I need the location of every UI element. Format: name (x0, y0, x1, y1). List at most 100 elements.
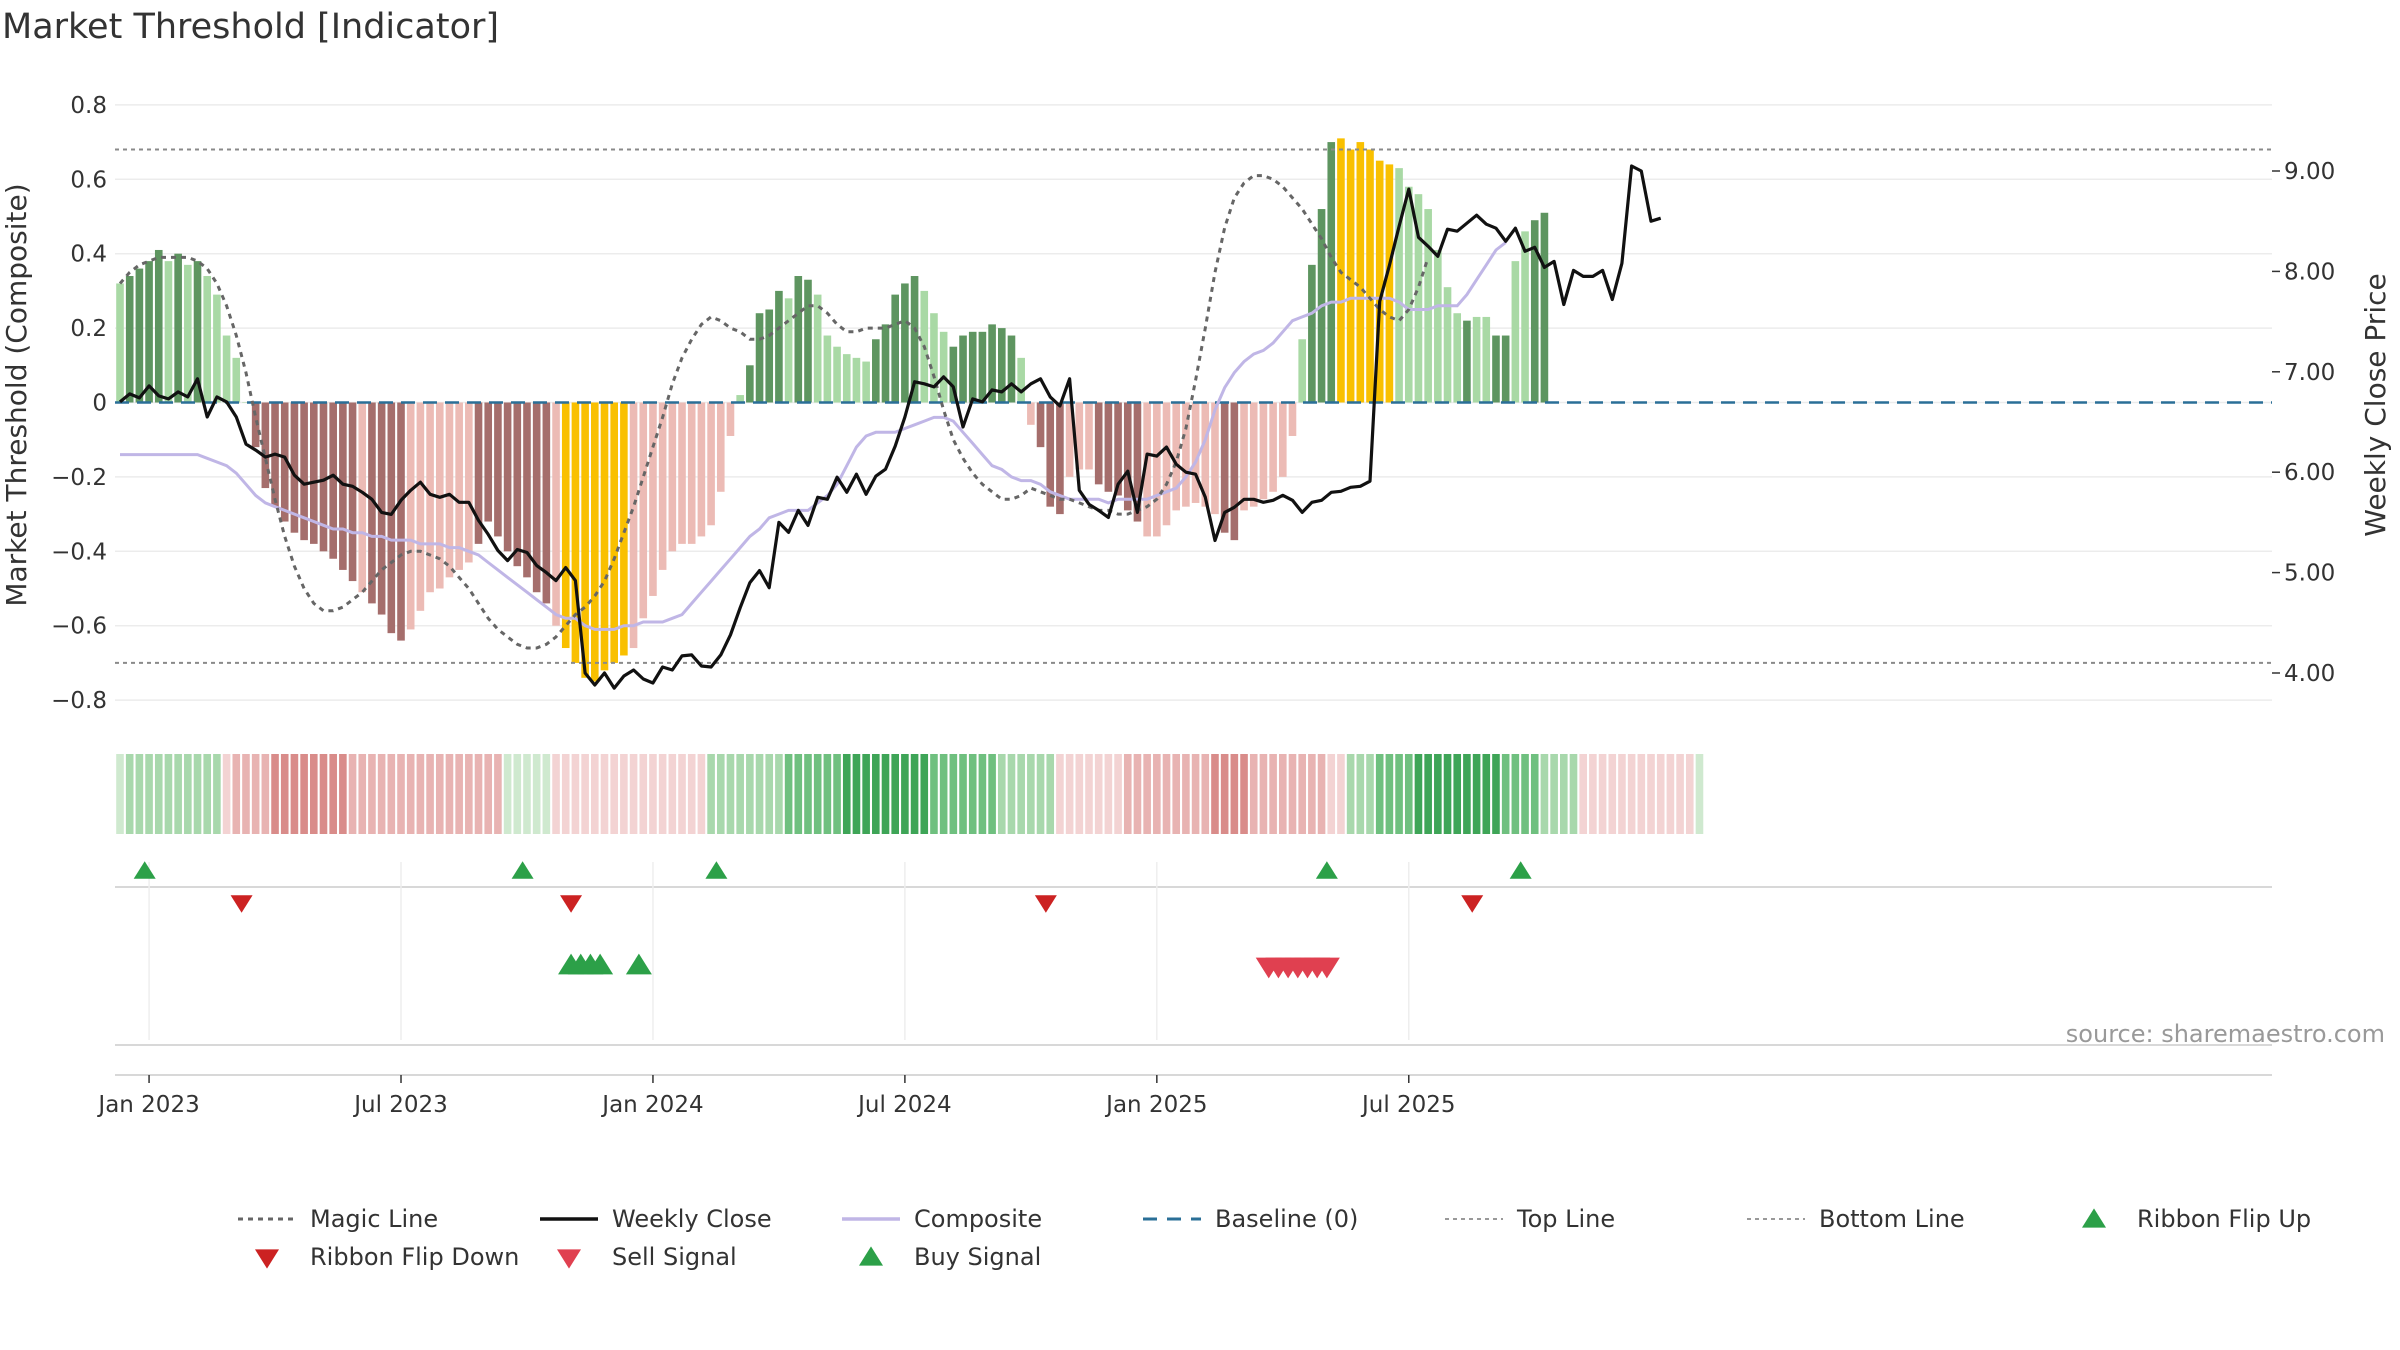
composite-bar (1027, 402, 1035, 425)
y-tick-label: 0 (92, 391, 107, 417)
composite-bar (1492, 335, 1500, 403)
ribbon-cell (1085, 754, 1093, 834)
composite-bar (1104, 402, 1113, 492)
ribbon-cell (1094, 754, 1103, 834)
ribbon-cell (484, 754, 493, 834)
ribbon-cell (852, 754, 861, 834)
ribbon-cell (358, 754, 367, 834)
legend-label: Bottom Line (1819, 1205, 1965, 1233)
composite-bar (116, 283, 124, 403)
composite-bar (649, 402, 657, 596)
ribbon-cell (1521, 754, 1529, 834)
ribbon-cell (707, 754, 715, 834)
composite-bar (184, 264, 192, 403)
ribbon-cell (310, 754, 318, 834)
composite-bar (755, 313, 764, 403)
ribbon-cell (261, 754, 270, 834)
y2-tick-label: 9.00 (2284, 159, 2335, 185)
ribbon-cell (823, 754, 832, 834)
composite-bar (1463, 320, 1471, 403)
composite-bar (1153, 402, 1161, 537)
composite-bar (823, 335, 832, 403)
legend: Magic Line Weekly Close Composite Baseline … (238, 1205, 2311, 1271)
ribbon-cell (1162, 754, 1171, 834)
ribbon-cell (1240, 754, 1248, 834)
composite-bar (591, 402, 599, 682)
y-axis-label: Market Threshold (Composite) (0, 183, 33, 606)
composite-bar (600, 402, 609, 671)
composite-bar (368, 402, 376, 604)
ribbon-cell (1589, 754, 1597, 834)
ribbon-cell (406, 754, 415, 834)
ribbon-cell (1492, 754, 1500, 834)
composite-bar (833, 346, 841, 403)
composite-bar (765, 309, 774, 403)
ribbon-cell (639, 754, 648, 834)
composite-bar (339, 402, 347, 570)
composite-bar (1201, 402, 1210, 507)
composite-bar (891, 294, 899, 403)
ribbon-cell (1434, 754, 1442, 834)
ribbon-cell (959, 754, 967, 834)
legend-swatch (557, 1249, 581, 1269)
ribbon-cell (978, 754, 987, 834)
composite-bar (310, 402, 318, 544)
ribbon-cell (1443, 754, 1452, 834)
composite-bar (1511, 261, 1520, 403)
x-axis-ticks: Jan 2023 Jul 2023 Jan 2024 Jul 2024 Jan 2025… (96, 1075, 1456, 1118)
composite-bar (736, 395, 744, 403)
ribbon-cell (784, 754, 793, 834)
x-tick-label: Jul 2023 (352, 1092, 448, 1118)
ribbon-cell (1123, 754, 1132, 834)
composite-bar (358, 402, 367, 593)
y-axis-ticks: 0.8 0.6 0.4 0.2 0 −0.2 −0.4 −0.6 −0.8 (51, 93, 107, 714)
ribbon-cell (552, 754, 560, 834)
legend-swatch (2082, 1208, 2106, 1228)
composite-bar (561, 402, 570, 649)
composite-bar (959, 335, 967, 403)
y-tick-label: 0.6 (70, 167, 107, 193)
ribbon-cell (1298, 754, 1306, 834)
ribbon-cell (1259, 754, 1268, 834)
ribbon-cell (387, 754, 396, 834)
composite-bar (1211, 402, 1219, 515)
ribbon-cell (1666, 754, 1675, 834)
composite-bar (552, 402, 560, 626)
composite-bar (1007, 335, 1016, 403)
composite-bar (852, 357, 861, 403)
x-tick-label: Jul 2025 (1360, 1092, 1456, 1118)
composite-bar (726, 402, 735, 436)
ribbon-cell (213, 754, 221, 834)
composite-bar (329, 402, 337, 559)
ribbon-cell (833, 754, 841, 834)
ribbon-cell (222, 754, 231, 834)
ribbon-cell (116, 754, 124, 834)
composite-bar (1279, 402, 1287, 477)
ribbon-cell (1172, 754, 1181, 834)
composite-bar (397, 402, 405, 641)
composite-bar (804, 279, 812, 403)
ribbon-cell (1317, 754, 1326, 834)
ribbon-flip-down-marker (1461, 895, 1484, 913)
y2-axis-label: Weekly Close Price (2359, 273, 2392, 536)
ribbon-cell (290, 754, 299, 834)
ribbon-cell (368, 754, 376, 834)
composite-bar (1482, 316, 1491, 403)
legend-swatch (859, 1246, 883, 1266)
ribbon-cell (842, 754, 851, 834)
ribbon-cell (930, 754, 938, 834)
ribbon-cell (1656, 754, 1665, 834)
ribbon-cell (1201, 754, 1210, 834)
composite-bar (997, 328, 1006, 403)
ribbon-cell (184, 754, 192, 834)
ribbon-cell (348, 754, 357, 834)
y2-tick-label: 6.00 (2284, 460, 2335, 486)
ribbon-cell (1472, 754, 1481, 834)
ribbon-cell (1695, 754, 1704, 834)
composite-bar (862, 361, 870, 403)
composite-bar (1143, 402, 1151, 537)
composite-bar (494, 402, 502, 537)
ribbon-cell (426, 754, 434, 834)
ribbon-cell (1385, 754, 1394, 834)
composite-bar (232, 357, 241, 403)
